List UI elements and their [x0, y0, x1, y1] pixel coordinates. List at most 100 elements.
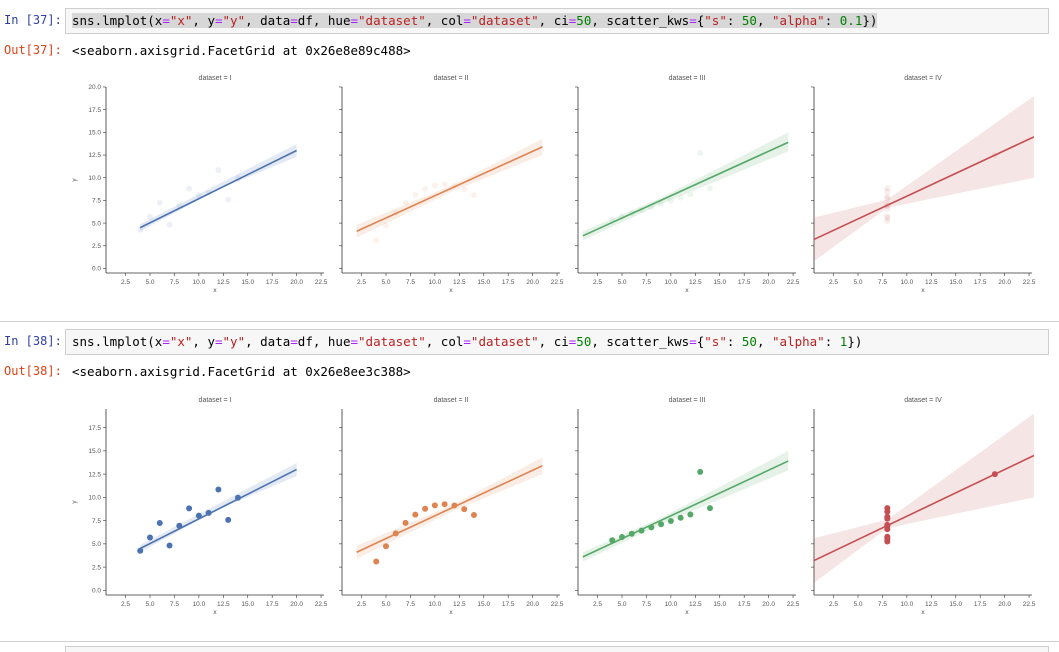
- next-cell-edge[interactable]: [65, 646, 1049, 652]
- code-token: =: [215, 334, 223, 349]
- output-prompt: Out[37]:: [4, 43, 62, 57]
- data-point: [677, 514, 684, 521]
- code-token: 50: [741, 13, 757, 28]
- x-tick-label: 15.0: [713, 279, 726, 286]
- data-point: [461, 506, 468, 513]
- x-tick-label: 12.5: [453, 279, 466, 286]
- x-tick-label: 22.5: [1023, 601, 1036, 608]
- y-tick-label: 7.5: [92, 518, 101, 525]
- data-point: [412, 511, 419, 518]
- x-tick-label: 15.0: [949, 279, 962, 286]
- confidence-band: [814, 413, 1034, 583]
- data-point: [412, 191, 419, 198]
- data-point: [687, 191, 694, 198]
- x-tick-label: 17.5: [502, 601, 515, 608]
- code-token: =: [463, 13, 471, 28]
- data-point: [697, 468, 704, 475]
- x-tick-label: 20.0: [762, 279, 775, 286]
- x-tick-label: 2.5: [593, 601, 602, 608]
- code-token: :: [824, 334, 840, 349]
- x-tick-label: 15.0: [477, 279, 490, 286]
- data-point: [156, 520, 163, 527]
- facet-panel: dataset = III 2.5 5.0 7.5 10.0 12.5 15.0 17.5 20…: [575, 75, 800, 294]
- data-point: [677, 194, 684, 201]
- facet-title: dataset = I: [199, 397, 232, 404]
- x-tick-label: 12.5: [689, 601, 702, 608]
- x-tick-label: 17.5: [266, 601, 279, 608]
- confidence-band: [814, 96, 1034, 262]
- x-tick-label: 17.5: [974, 279, 987, 286]
- x-tick-label: 20.0: [998, 279, 1011, 286]
- y-axis-label: y: [71, 500, 78, 504]
- x-tick-label: 2.5: [121, 279, 130, 286]
- y-tick-label: 15.0: [88, 448, 101, 455]
- confidence-band: [140, 462, 297, 553]
- y-tick-label: 5.0: [92, 220, 101, 227]
- input-prompt: In [38]:: [4, 334, 62, 348]
- facet-panel: dataset = II 2.5 5.0 7.5 10.0 12.5 15.0 17.5 20.…: [339, 397, 564, 616]
- data-point: [884, 217, 891, 224]
- data-point: [884, 513, 891, 520]
- data-point: [137, 547, 144, 554]
- data-point: [658, 521, 665, 528]
- y-tick-label: 2.5: [92, 243, 101, 250]
- data-point: [195, 512, 202, 519]
- y-tick-label: 5.0: [92, 541, 101, 548]
- facet-panel: dataset = III 2.5 5.0 7.5 10.0 12.5 15.0 17.5 20…: [575, 397, 800, 616]
- data-point: [884, 193, 891, 200]
- data-point: [431, 182, 438, 189]
- code-token: sns.lmplot(x: [72, 13, 163, 28]
- notebook-cell-38[interactable]: In [38]: sns.lmplot(x="x", y="y", data=d…: [0, 321, 1059, 642]
- x-tick-label: 7.5: [406, 601, 415, 608]
- code-token: , scatter_kws: [591, 13, 690, 28]
- code-token: , data: [245, 13, 291, 28]
- data-point: [402, 199, 409, 206]
- data-point: [137, 226, 144, 233]
- x-tick-label: 5.0: [853, 601, 862, 608]
- code-token: "dataset": [358, 334, 426, 349]
- code-token: =: [290, 13, 298, 28]
- x-tick-label: 2.5: [593, 279, 602, 286]
- data-point: [215, 486, 222, 493]
- facet-title: dataset = II: [434, 75, 469, 82]
- facet-title: dataset = IV: [904, 75, 942, 82]
- x-tick-label: 22.5: [787, 279, 800, 286]
- x-tick-label: 5.0: [145, 279, 154, 286]
- code-token: :: [726, 334, 742, 349]
- data-point: [884, 195, 891, 202]
- data-point: [697, 149, 704, 156]
- code-input[interactable]: sns.lmplot(x="x", y="y", data=df, hue="d…: [65, 8, 1049, 34]
- y-tick-label: 12.5: [88, 152, 101, 159]
- code-input[interactable]: sns.lmplot(x="x", y="y", data=df, hue="d…: [65, 329, 1049, 355]
- data-point: [470, 191, 477, 198]
- facet-title: dataset = I: [199, 75, 232, 82]
- x-tick-label: 12.5: [925, 279, 938, 286]
- x-tick-label: 17.5: [266, 279, 279, 286]
- code-token: "y": [222, 13, 246, 28]
- code-token: "alpha": [772, 334, 825, 349]
- code-token: =: [215, 13, 223, 28]
- code-token: ,: [756, 334, 773, 349]
- data-point: [186, 505, 193, 512]
- x-tick-label: 20.0: [290, 279, 303, 286]
- x-tick-label: 10.0: [901, 279, 914, 286]
- code-token: 0.1: [839, 13, 863, 28]
- code-token: =: [350, 334, 359, 349]
- data-point: [461, 186, 468, 193]
- data-point: [146, 534, 153, 541]
- x-tick-label: 12.5: [217, 279, 230, 286]
- code-token: }): [847, 334, 863, 349]
- regression-line: [582, 460, 789, 558]
- x-tick-label: 17.5: [502, 279, 515, 286]
- y-tick-label: 2.5: [92, 564, 101, 571]
- x-tick-label: 22.5: [551, 601, 564, 608]
- y-axis-label: y: [71, 178, 78, 182]
- notebook-cell-37[interactable]: In [37]: sns.lmplot(x="x", y="y", data=d…: [0, 0, 1059, 316]
- data-point: [884, 508, 891, 515]
- data-point: [373, 558, 380, 565]
- code-token: "x": [169, 13, 193, 28]
- code-token: "dataset": [470, 334, 539, 349]
- x-tick-label: 15.0: [713, 601, 726, 608]
- x-axis-label: x: [449, 609, 453, 616]
- x-tick-label: 12.5: [925, 601, 938, 608]
